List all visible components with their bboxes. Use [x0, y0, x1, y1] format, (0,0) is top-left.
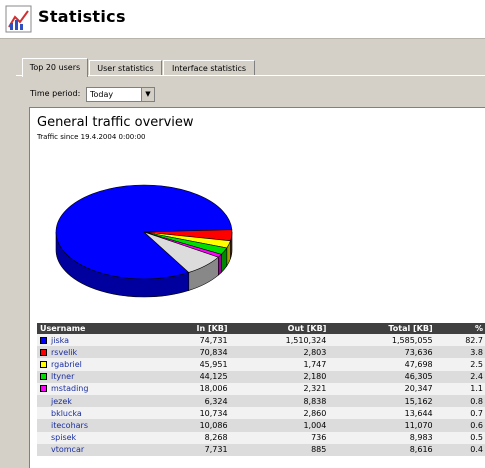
time-period-select[interactable]: Today ▼	[86, 87, 155, 102]
cell-out: 8,838	[230, 394, 330, 408]
time-period-label: Time period:	[30, 89, 81, 98]
tab-interface-statistics[interactable]: Interface statistics	[163, 60, 255, 75]
table-row: rgabriel 45,951 1,747 47,698 2.5	[37, 358, 485, 371]
cell-in: 8,268	[152, 431, 231, 444]
legend-swatch	[40, 360, 47, 368]
username-text[interactable]: vtomcar	[51, 445, 85, 455]
chevron-down-icon[interactable]: ▼	[141, 88, 154, 101]
app-header: Statistics	[0, 0, 485, 39]
col-total[interactable]: Total [KB]	[329, 323, 436, 334]
username-text[interactable]: rgabriel	[51, 359, 82, 369]
cell-in: 18,006	[152, 382, 231, 395]
username-text[interactable]: itecohars	[51, 420, 89, 430]
cell-total: 8,983	[329, 431, 436, 444]
pie-slice-others	[143, 231, 219, 273]
cell-username[interactable]: jezek	[37, 394, 153, 408]
cell-pct: 1.1	[435, 382, 485, 395]
cell-username[interactable]: vtomcar	[37, 443, 153, 456]
cell-in: 74,731	[152, 334, 231, 347]
cell-in: 10,734	[152, 407, 231, 420]
report-subtitle: Traffic since 19.4.2004 0:00:00	[37, 133, 146, 141]
cell-in: 45,951	[152, 358, 231, 371]
tab-divider	[16, 75, 485, 76]
col-username[interactable]: Username	[37, 323, 153, 334]
table-row: spisek 8,268 736 8,983 0.5	[37, 431, 485, 444]
cell-total: 1,585,055	[329, 334, 436, 347]
cell-out: 2,180	[230, 370, 330, 383]
cell-username[interactable]: jiska	[37, 334, 153, 347]
page-title: Statistics	[38, 7, 126, 26]
cell-total: 15,162	[329, 394, 436, 408]
username-text[interactable]: jezek	[51, 396, 72, 406]
cell-out: 1,004	[230, 419, 330, 432]
tab-top-20-users[interactable]: Top 20 users	[22, 58, 88, 77]
cell-pct: 0.5	[435, 431, 485, 444]
col-in[interactable]: In [KB]	[152, 323, 231, 334]
cell-total: 20,347	[329, 382, 436, 395]
cell-in: 7,731	[152, 443, 231, 456]
cell-total: 8,616	[329, 443, 436, 456]
legend-swatch	[40, 385, 47, 393]
top-users-table: Username In [KB] Out [KB] Total [KB] % j…	[37, 323, 485, 456]
cell-out: 2,803	[230, 346, 330, 359]
cell-in: 70,834	[152, 346, 231, 359]
cell-in: 10,086	[152, 419, 231, 432]
cell-total: 73,636	[329, 346, 436, 359]
statistics-chart-icon	[5, 5, 32, 33]
legend-swatch	[40, 336, 47, 344]
report-title: General traffic overview	[37, 115, 194, 130]
cell-out: 1,747	[230, 358, 330, 371]
cell-pct: 0.6	[435, 419, 485, 432]
table-row: vtomcar 7,731 885 8,616 0.4	[37, 443, 485, 456]
cell-pct: 2.4	[435, 370, 485, 383]
cell-in: 44,125	[152, 370, 231, 383]
tab-user-statistics[interactable]: User statistics	[89, 60, 162, 75]
cell-pct: 2.5	[435, 358, 485, 371]
username-text[interactable]: ltyner	[51, 372, 75, 382]
cell-pct: 3.8	[435, 346, 485, 359]
cell-out: 1,510,324	[230, 334, 330, 347]
cell-username[interactable]: itecohars	[37, 419, 153, 432]
username-text[interactable]: rsvelik	[51, 347, 78, 357]
cell-pct: 0.8	[435, 394, 485, 408]
cell-username[interactable]: rsvelik	[37, 346, 153, 359]
username-text[interactable]: bklucka	[51, 408, 82, 418]
cell-username[interactable]: mstading	[37, 382, 153, 395]
cell-pct: 0.7	[435, 407, 485, 420]
legend-swatch	[40, 373, 47, 381]
cell-total: 47,698	[329, 358, 436, 371]
cell-in: 6,324	[152, 394, 231, 408]
cell-out: 885	[230, 443, 330, 456]
col-percent[interactable]: %	[435, 323, 485, 334]
table-row: bklucka 10,734 2,860 13,644 0.7	[37, 407, 485, 420]
cell-total: 13,644	[329, 407, 436, 420]
legend-swatch	[40, 348, 47, 356]
cell-username[interactable]: spisek	[37, 431, 153, 444]
time-period-value: Today	[90, 90, 114, 99]
col-out[interactable]: Out [KB]	[230, 323, 330, 334]
pie-slice-side-mstading	[218, 253, 222, 276]
cell-pct: 0.4	[435, 443, 485, 456]
username-text[interactable]: spisek	[51, 433, 77, 443]
table-row: itecohars 10,086 1,004 11,070 0.6	[37, 419, 485, 432]
cell-total: 46,305	[329, 370, 436, 383]
cell-pct: 82.7	[435, 334, 485, 347]
cell-out: 2,860	[230, 407, 330, 420]
cell-total: 11,070	[329, 419, 436, 432]
cell-username[interactable]: rgabriel	[37, 358, 153, 371]
username-text[interactable]: jiska	[51, 335, 70, 345]
table-header-row: Username In [KB] Out [KB] Total [KB] %	[37, 323, 485, 334]
report-panel: General traffic overview Traffic since 1…	[29, 107, 485, 468]
table-row: jezek 6,324 8,838 15,162 0.8	[37, 394, 485, 408]
cell-out: 736	[230, 431, 330, 444]
table-row: rsvelik 70,834 2,803 73,636 3.8	[37, 346, 485, 359]
cell-out: 2,321	[230, 382, 330, 395]
cell-username[interactable]: ltyner	[37, 370, 153, 383]
traffic-pie-chart	[55, 184, 233, 298]
username-text[interactable]: mstading	[51, 384, 89, 394]
table-row: ltyner 44,125 2,180 46,305 2.4	[37, 370, 485, 383]
table-row: jiska 74,731 1,510,324 1,585,055 82.7	[37, 334, 485, 347]
cell-username[interactable]: bklucka	[37, 407, 153, 420]
table-row: mstading 18,006 2,321 20,347 1.1	[37, 382, 485, 395]
